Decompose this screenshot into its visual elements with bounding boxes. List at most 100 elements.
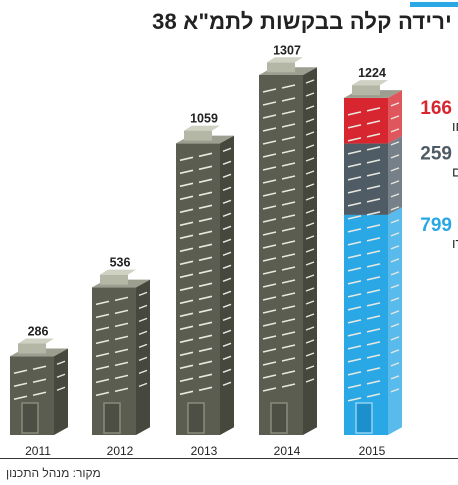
building-2015-window	[390, 375, 400, 380]
building-2014-window	[305, 131, 315, 136]
segment-name-0: נדחו	[452, 119, 458, 134]
building-2015-window	[390, 245, 400, 250]
building-2015-window	[366, 328, 381, 333]
building-2013-window	[198, 152, 213, 158]
building-door-2012	[103, 402, 121, 434]
building-2013-window	[179, 234, 194, 240]
building-2012-window	[138, 317, 148, 323]
building-2013-window	[222, 238, 232, 243]
building-2015-window	[347, 293, 362, 298]
building-2015-window	[366, 276, 381, 281]
building-2015-window	[347, 358, 362, 363]
building-2015-window	[347, 176, 362, 181]
building-2014-window	[305, 248, 315, 253]
building-2014-window	[281, 227, 296, 232]
building-2015-window	[390, 115, 400, 120]
building-2015-window	[390, 362, 400, 367]
building-2012-window	[95, 326, 110, 332]
building-2014-window	[262, 348, 277, 353]
building-2015-window	[347, 189, 362, 194]
building-2013-window	[179, 221, 194, 227]
building-2014-window	[262, 361, 277, 366]
value-label-2013: 1059	[190, 112, 218, 126]
building-2014-window	[281, 123, 296, 128]
building-2014-window	[305, 157, 315, 162]
building-2015-window	[390, 271, 400, 276]
building-2013-window	[222, 186, 232, 191]
building-2015-window	[366, 289, 381, 294]
building-2011-window	[56, 360, 66, 365]
building-2014-window	[281, 162, 296, 167]
building-2015-window	[390, 284, 400, 289]
building-2013-window	[198, 295, 213, 301]
building-2012-window	[138, 330, 148, 336]
building-2013-window	[222, 368, 232, 373]
building-2014-window	[262, 166, 277, 171]
building-2014-window	[305, 365, 315, 370]
building-2015-window	[390, 232, 400, 237]
building-2013-window	[198, 204, 213, 210]
building-2013-window	[179, 208, 194, 214]
building-2013-window	[179, 390, 194, 396]
building-2014-window	[281, 97, 296, 102]
building-2014-window	[262, 309, 277, 314]
building-2013-window	[179, 156, 194, 162]
building-2012-window	[95, 352, 110, 358]
building-2012-window	[114, 335, 129, 341]
building-2014-window	[305, 352, 315, 357]
building-2015-window	[390, 154, 400, 159]
roof-penthouse-top-2014	[267, 57, 303, 63]
building-2014-window	[262, 192, 277, 197]
building-2013-window	[179, 169, 194, 175]
building-door-2013	[187, 402, 205, 434]
building-door-2011	[21, 402, 39, 434]
segment-side-2	[388, 207, 402, 435]
building-2014-window	[281, 292, 296, 297]
building-2014-window	[262, 387, 277, 392]
building-2014-window	[305, 79, 315, 84]
building-2013-window	[222, 251, 232, 256]
building-2015-window	[366, 185, 381, 190]
building-2014-window	[305, 326, 315, 331]
building-2014-window	[281, 188, 296, 193]
building-2014-window	[305, 183, 315, 188]
building-2013-window	[179, 312, 194, 318]
building-2015-window	[347, 332, 362, 337]
building-2013-window	[179, 338, 194, 344]
building-2014-window	[281, 253, 296, 258]
roof-penthouse-top-2011	[18, 338, 54, 344]
value-label-2014: 1307	[273, 43, 301, 57]
building-2014-window	[281, 136, 296, 141]
building-2012-window	[114, 322, 129, 328]
building-2012-window	[138, 356, 148, 362]
building-2013-window	[198, 230, 213, 236]
building-2015-window	[366, 211, 381, 216]
building-2015-window	[390, 167, 400, 172]
building-2014-window	[281, 201, 296, 206]
building-2013-window	[179, 247, 194, 253]
building-2011-window	[13, 382, 28, 388]
building-2014-window	[281, 175, 296, 180]
building-2014-window	[281, 266, 296, 271]
building-2013-window	[222, 199, 232, 204]
building-2014-window	[305, 287, 315, 292]
building-2015-window	[366, 393, 381, 398]
value-label-2011: 286	[28, 325, 49, 339]
building-2015-window	[366, 133, 381, 138]
building-2014-window	[262, 153, 277, 158]
building-2013-window	[222, 173, 232, 178]
building-2014-window	[262, 101, 277, 106]
building-2014-window	[281, 84, 296, 89]
building-2014-window	[281, 383, 296, 388]
building-2012-window	[114, 387, 129, 393]
segment-value-2: 799	[420, 215, 452, 236]
building-2013-window	[222, 212, 232, 217]
building-2015-window	[347, 306, 362, 311]
building-2011-window	[32, 378, 47, 384]
building-2013-window	[222, 303, 232, 308]
chart-title: ירידה קלה בבקשות לתמ"א 38	[152, 9, 452, 34]
building-2015-window	[390, 141, 400, 146]
building-2014-window	[281, 344, 296, 349]
roof-penthouse-2013	[184, 130, 212, 141]
building-2015-window	[390, 258, 400, 263]
